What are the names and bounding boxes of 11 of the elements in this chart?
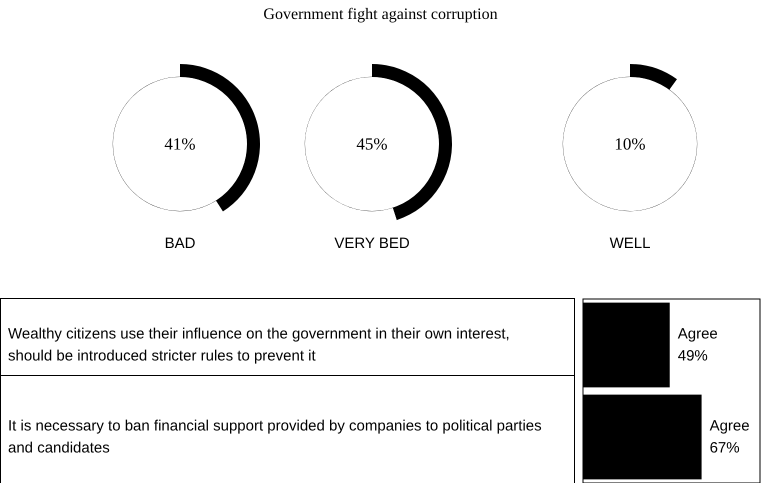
text: Government fight against corruption: [262, 6, 499, 24]
y-tick-label: It is necessary to ban financial support provided by companies to political parties and candidates: [8, 418, 546, 456]
text: VERY BED: [334, 235, 410, 252]
data-label: 10%: [614, 134, 646, 154]
text: BAD: [164, 235, 196, 252]
data-label: Agree 67%: [710, 418, 754, 456]
y-tick-label: Wealthy citizens use their influence on the government in their own interest, should be introduced stricter rules to prevent it: [8, 326, 514, 364]
data-label: Agree 49%: [678, 326, 722, 364]
data-label: 45%: [356, 134, 388, 154]
data-label: 41%: [164, 134, 196, 154]
text: WELL: [610, 235, 650, 252]
